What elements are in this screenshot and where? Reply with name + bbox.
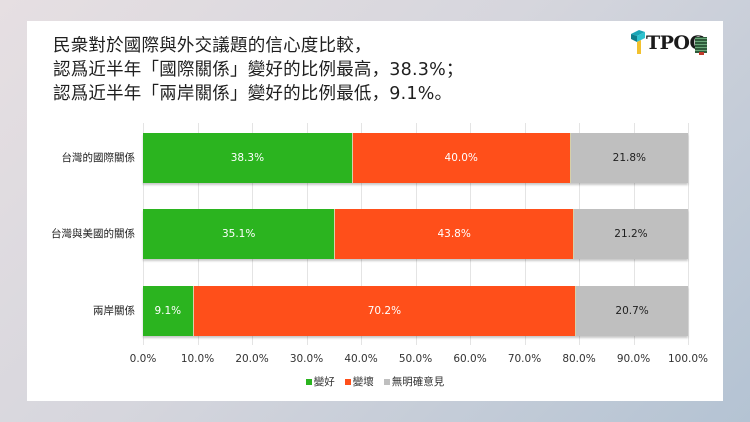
x-tick-label: 20.0%: [235, 353, 269, 365]
slide-card: 民衆對於國際與外交議題的信心度比較， 認爲近半年「國際關係」變好的比例最高，38…: [27, 21, 723, 401]
bar-segment-good: 38.3%: [143, 133, 352, 183]
bar-segment-none: 21.2%: [572, 209, 688, 259]
logo-text: TPOC: [646, 32, 705, 54]
x-tick-label: 100.0%: [667, 353, 709, 365]
bar-row-cross-strait: 9.1% 70.2% 20.7%: [143, 286, 688, 336]
legend-item-bad: 變壞: [344, 374, 374, 389]
chart-title: 民衆對於國際與外交議題的信心度比較， 認爲近半年「國際關係」變好的比例最高，38…: [53, 34, 573, 106]
bar-segment-bad: 43.8%: [334, 209, 573, 259]
chart-legend: 變好 變壞 無明確意見: [27, 374, 723, 389]
tpoc-logo: TPOC: [631, 29, 711, 59]
legend-label: 變壞: [352, 376, 374, 388]
x-tick-label: 80.0%: [562, 353, 596, 365]
legend-label: 無明確意見: [391, 376, 445, 388]
bar-segment-none: 20.7%: [575, 286, 688, 336]
legend-swatch-icon: [344, 378, 351, 385]
bar-segment-good: 9.1%: [143, 286, 193, 336]
row-label: 台灣的國際關係: [61, 152, 136, 164]
bar-segment-none: 21.8%: [569, 133, 688, 183]
x-tick-label: 30.0%: [289, 353, 324, 365]
plot-area: 38.3% 40.0% 21.8% 35.1% 43.8% 21.2% 9.1%…: [130, 21, 708, 401]
logo-badge-accent: [699, 52, 704, 55]
gridline: [688, 123, 689, 345]
title-line-1: 民衆對於國際與外交議題的信心度比較，: [53, 36, 372, 56]
tpoc-logo-icon: [631, 30, 645, 54]
x-tick-label: 10.0%: [180, 353, 215, 365]
x-tick-label: 90.0%: [616, 353, 651, 365]
x-tick-label: 60.0%: [453, 353, 487, 365]
title-line-2: 認爲近半年「國際關係」變好的比例最高，38.3%；: [53, 60, 464, 80]
logo-badge-icon: [695, 37, 707, 53]
legend-item-good: 變好: [305, 374, 335, 389]
legend-swatch-icon: [305, 378, 312, 385]
x-tick-label: 50.0%: [398, 353, 433, 365]
x-tick-label: 0.0%: [129, 353, 157, 365]
legend-swatch-icon: [383, 378, 390, 385]
row-label: 台灣與美國的關係: [51, 228, 135, 240]
x-tick-label: 40.0%: [344, 353, 378, 365]
bar-segment-bad: 40.0%: [351, 133, 570, 183]
bar-row-taiwan-us: 35.1% 43.8% 21.2%: [143, 209, 688, 259]
bar-row-international: 38.3% 40.0% 21.8%: [143, 133, 688, 183]
x-tick-label: 70.0%: [507, 353, 542, 365]
legend-item-none: 無明確意見: [383, 374, 445, 389]
row-label: 兩岸關係: [93, 305, 135, 317]
bar-segment-good: 35.1%: [143, 209, 335, 259]
bar-segment-bad: 70.2%: [192, 286, 576, 336]
legend-label: 變好: [313, 376, 335, 388]
title-line-3: 認爲近半年「兩岸關係」變好的比例最低，9.1%。: [53, 84, 453, 104]
